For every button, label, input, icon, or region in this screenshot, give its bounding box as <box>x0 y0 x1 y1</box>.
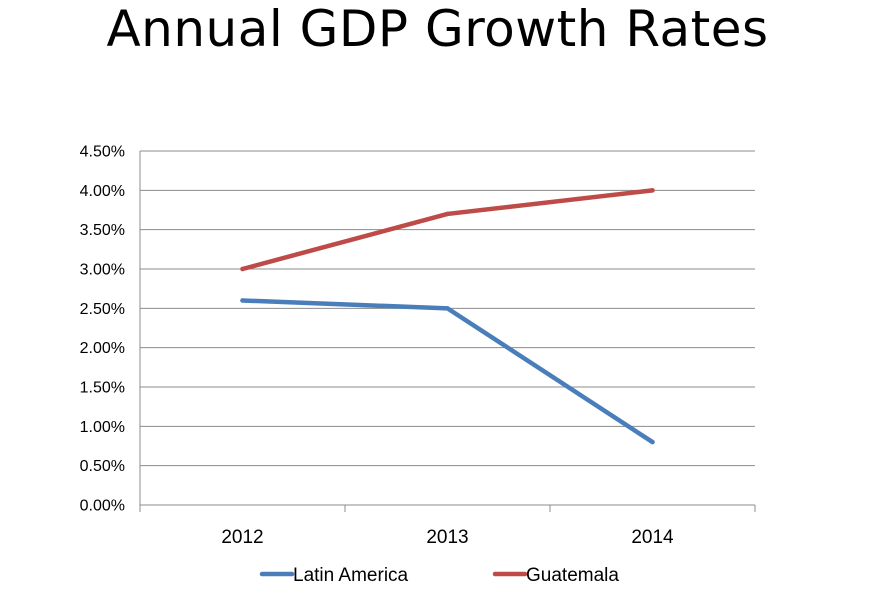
y-tick-label: 2.00% <box>80 340 125 357</box>
data-point <box>445 306 450 311</box>
x-tick-label: 2014 <box>631 527 674 548</box>
y-tick-label: 2.50% <box>80 301 125 318</box>
series-lines <box>240 188 655 445</box>
y-tick-label: 4.00% <box>80 183 125 200</box>
data-point <box>650 188 655 193</box>
x-axis-tick-labels: 2012 2013 2014 <box>221 527 674 548</box>
y-tick-label: 3.00% <box>80 262 125 279</box>
data-point <box>445 211 450 217</box>
x-tick-label: 2013 <box>426 527 468 548</box>
y-tick-label: 0.50% <box>80 458 125 475</box>
legend: Latin America Guatemala <box>259 565 619 586</box>
series-line-latin-america <box>240 298 655 445</box>
y-axis-tick-labels: 0.00% 0.50% 1.00% 1.50% 2.00% 2.50% 3.00% 3.50%… <box>80 144 125 515</box>
y-tick-label: 1.00% <box>80 419 125 436</box>
data-point <box>240 298 245 303</box>
axes <box>139 151 756 512</box>
y-tick-label: 0.00% <box>80 498 125 515</box>
chart-title: Annual GDP Growth Rates <box>106 0 769 58</box>
y-tick-label: 4.50% <box>80 144 125 161</box>
data-point <box>240 266 245 272</box>
data-point <box>650 439 655 445</box>
legend-label: Guatemala <box>526 565 619 586</box>
y-tick-label: 1.50% <box>80 380 125 397</box>
legend-label: Latin America <box>293 565 409 586</box>
y-tick-label: 3.50% <box>80 222 125 239</box>
gridlines <box>140 150 755 467</box>
x-tick-label: 2012 <box>221 527 263 548</box>
